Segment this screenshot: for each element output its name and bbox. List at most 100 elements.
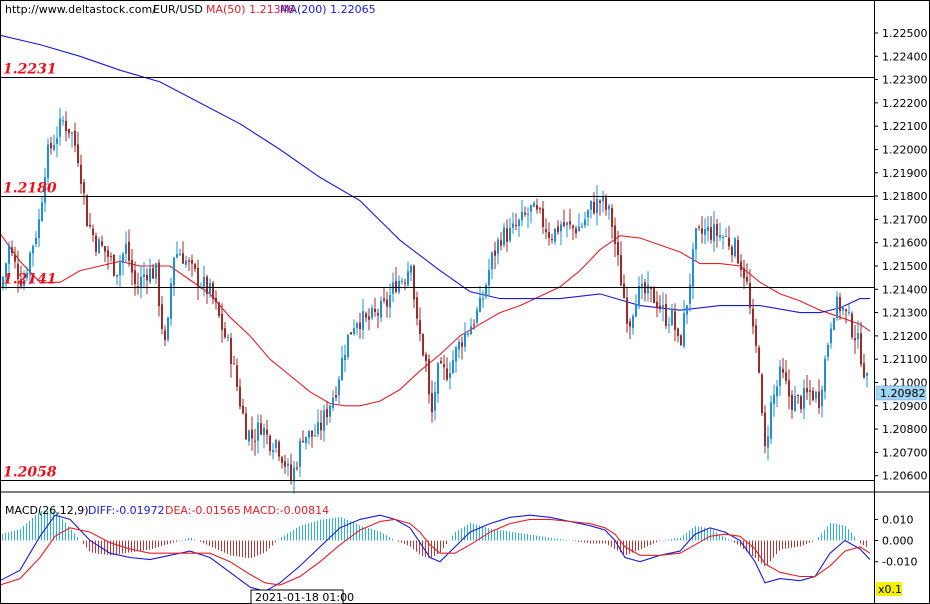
candle-body bbox=[11, 247, 13, 254]
candle bbox=[413, 264, 415, 308]
macd-histogram-layer bbox=[2, 510, 867, 567]
candle-body bbox=[329, 405, 331, 417]
candle-body bbox=[101, 241, 103, 246]
candle-body bbox=[227, 337, 229, 339]
candle bbox=[770, 395, 772, 444]
candle bbox=[377, 308, 379, 329]
candle-body bbox=[806, 387, 808, 393]
candle-body bbox=[761, 374, 763, 414]
candle-body bbox=[488, 269, 490, 286]
candle bbox=[35, 231, 37, 248]
candle-body bbox=[803, 388, 805, 409]
candle bbox=[203, 265, 205, 297]
candle bbox=[185, 255, 187, 268]
candle bbox=[704, 218, 706, 245]
current-price-value: 1.20982 bbox=[880, 387, 926, 400]
candle bbox=[287, 458, 289, 477]
candle-body bbox=[152, 268, 154, 279]
price-tick-label: 1.20800 bbox=[882, 423, 928, 436]
candle bbox=[368, 308, 370, 331]
candle bbox=[362, 298, 364, 340]
candle-body bbox=[257, 422, 259, 441]
candle bbox=[638, 276, 640, 310]
candle-body bbox=[779, 366, 781, 386]
candle-body bbox=[473, 324, 475, 326]
candle-body bbox=[77, 144, 79, 164]
candle-body bbox=[338, 379, 340, 396]
candle bbox=[563, 209, 565, 228]
candle-body bbox=[734, 238, 736, 257]
candle-body bbox=[743, 268, 745, 279]
candle bbox=[116, 274, 118, 286]
candle-body bbox=[311, 430, 313, 437]
candle bbox=[290, 453, 292, 485]
candle bbox=[587, 209, 589, 227]
candle bbox=[218, 301, 220, 318]
candle-body bbox=[440, 360, 442, 364]
candle bbox=[683, 300, 685, 349]
candle bbox=[5, 262, 7, 290]
candle bbox=[323, 405, 325, 442]
candle-body bbox=[149, 268, 151, 282]
candle-body bbox=[212, 282, 214, 299]
candle-body bbox=[692, 249, 694, 287]
candle bbox=[473, 319, 475, 330]
candle-body bbox=[518, 219, 520, 226]
candle-body bbox=[434, 391, 436, 411]
candle bbox=[188, 257, 190, 271]
candle-body bbox=[191, 259, 193, 264]
candle bbox=[68, 128, 70, 139]
candle-body bbox=[164, 330, 166, 341]
candle-body bbox=[107, 250, 109, 257]
candle-body bbox=[296, 467, 298, 469]
price-tick-label: 1.21700 bbox=[882, 213, 928, 226]
candle-body bbox=[347, 334, 349, 358]
candle bbox=[470, 318, 472, 335]
candle-body bbox=[785, 372, 787, 381]
candle bbox=[761, 372, 763, 417]
candle bbox=[8, 241, 10, 275]
candle bbox=[608, 203, 610, 220]
candle-body bbox=[263, 427, 265, 436]
candle bbox=[236, 358, 238, 392]
source-url[interactable]: http://www.deltastock.com/ bbox=[5, 3, 156, 16]
candle-body bbox=[437, 363, 439, 394]
candle-body bbox=[83, 182, 85, 194]
candle-body bbox=[161, 304, 163, 329]
candle-body bbox=[194, 264, 196, 269]
candle bbox=[467, 331, 469, 338]
candle-body bbox=[770, 402, 772, 439]
macd-header: MACD(26,12,9) DIFF:-0.01972 DEA:-0.01565… bbox=[5, 504, 329, 517]
candle-body bbox=[458, 341, 460, 350]
candle-body bbox=[572, 225, 574, 228]
candle bbox=[464, 322, 466, 352]
candle-body bbox=[47, 144, 49, 179]
candle-body bbox=[137, 286, 139, 288]
candle bbox=[209, 278, 211, 299]
candle-body bbox=[275, 440, 277, 448]
candle bbox=[863, 353, 865, 379]
candle-body bbox=[8, 245, 10, 264]
candle-body bbox=[731, 247, 733, 256]
candle bbox=[491, 251, 493, 280]
candle-body bbox=[353, 328, 355, 335]
candle bbox=[212, 281, 214, 305]
candle bbox=[110, 252, 112, 262]
candle bbox=[269, 434, 271, 456]
candle-body bbox=[671, 309, 673, 325]
price-panel[interactable]: 1.2231 1.2180 1.2141 1.2058 bbox=[0, 34, 874, 494]
candle bbox=[239, 378, 241, 410]
candle-body bbox=[476, 309, 478, 323]
candle bbox=[776, 380, 778, 408]
candle bbox=[62, 115, 64, 126]
candle bbox=[830, 322, 832, 349]
candle bbox=[632, 313, 634, 335]
candle bbox=[446, 357, 448, 382]
macd-panel[interactable] bbox=[0, 510, 871, 592]
candle-body bbox=[260, 423, 262, 435]
candle bbox=[83, 178, 85, 205]
candle-body bbox=[176, 254, 178, 258]
candle bbox=[305, 436, 307, 450]
candle-body bbox=[26, 272, 28, 278]
